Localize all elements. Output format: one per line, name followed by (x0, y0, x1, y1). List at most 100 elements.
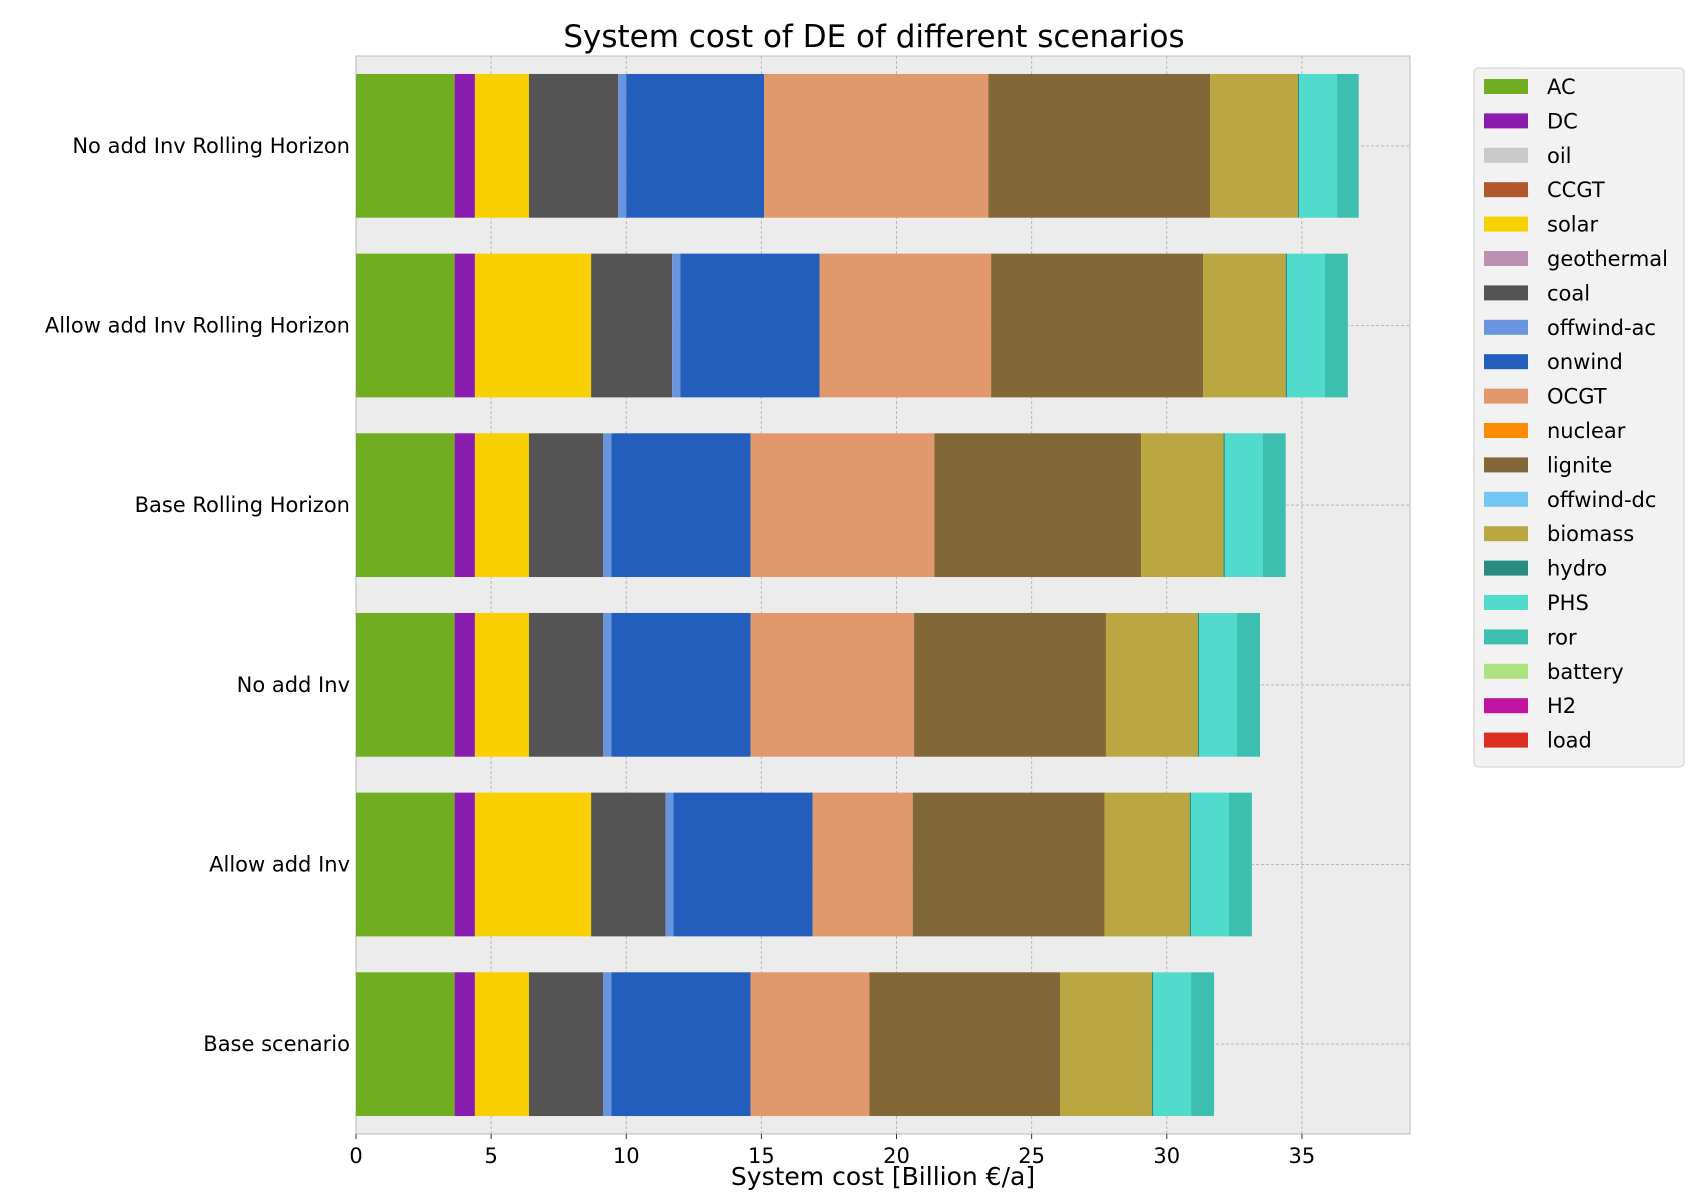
bar-segment-ocgt (812, 792, 913, 937)
bar-segment-offwind-ac (665, 792, 674, 937)
bar-segment-phs (1153, 972, 1192, 1117)
plot-area (355, 55, 1411, 1135)
bar-segment-offwind-ac (603, 972, 612, 1117)
bar-segment-onwind (626, 73, 765, 218)
legend-swatch-nuclear (1484, 423, 1528, 438)
y-tick-label: Base scenario (203, 1032, 350, 1056)
x-axis-title: System cost [Billion €/a] (731, 1162, 1035, 1191)
legend-swatch-phs (1484, 595, 1528, 610)
legend-label: oil (1547, 144, 1572, 168)
legend-swatch-ccgt (1484, 182, 1528, 198)
bar-segment-hydro (1151, 972, 1154, 1117)
legend-swatch-dc (1484, 113, 1528, 129)
bar-segment-solar (474, 73, 529, 218)
bar-segment-lignite (988, 73, 1211, 218)
bar-segment-ac (356, 792, 455, 937)
bar-segment-coal (591, 792, 666, 937)
bar-segment-biomass (1210, 73, 1298, 218)
legend-swatch-solar (1484, 216, 1528, 232)
bar-segment-dc (454, 792, 475, 937)
bar-segment-ror (1191, 972, 1215, 1117)
x-tick-label: 20 (883, 1144, 910, 1168)
bar-segment-coal (528, 73, 619, 218)
bar-segment-onwind (680, 253, 820, 398)
bar-segment-solar (474, 612, 529, 757)
bar-segment-ac (356, 73, 455, 218)
legend-label: CCGT (1547, 178, 1605, 202)
legend-label: hydro (1547, 557, 1607, 581)
y-axis-tick-labels: No add Inv Rolling Horizon Allow add Inv … (45, 134, 350, 1056)
bar-segment-phs (1199, 612, 1238, 757)
bar-segment-ror (1324, 253, 1348, 398)
bar-segment-coal (528, 972, 604, 1117)
legend-label: onwind (1547, 350, 1623, 374)
bar-segment-dc (454, 972, 475, 1117)
bar-segment-biomass (1203, 253, 1286, 398)
legend-label: AC (1547, 75, 1576, 99)
bar-segment-ac (356, 433, 455, 578)
bar-segment-hydro (1223, 433, 1225, 578)
legend-swatch-ocgt (1484, 388, 1528, 404)
bar-segment-hydro (1285, 253, 1288, 398)
legend-swatch-load (1484, 732, 1528, 748)
bar-segment-lignite (869, 972, 1061, 1117)
x-tick-label: 5 (484, 1144, 497, 1168)
bar-segment-onwind (611, 433, 751, 578)
bar-segment-phs (1191, 792, 1229, 937)
legend-label: biomass (1547, 522, 1634, 546)
bar-segment-ac (356, 253, 455, 398)
legend-swatch-offwind-ac (1484, 319, 1528, 335)
x-tick-label: 35 (1289, 1144, 1316, 1168)
bar-segment-lignite (912, 792, 1105, 937)
bar-segment-coal (528, 433, 604, 578)
legend-swatch-coal (1484, 285, 1528, 301)
legend-label: load (1547, 729, 1592, 753)
bar-segment-coal (591, 253, 673, 398)
x-tick-label: 0 (349, 1144, 362, 1168)
bar-segment-dc (454, 612, 475, 757)
bar-segment-ocgt (750, 612, 915, 757)
legend-label: offwind-dc (1547, 488, 1656, 512)
legend-label: solar (1547, 213, 1598, 237)
legend-label: OCGT (1547, 385, 1607, 409)
legend-swatch-biomass (1484, 526, 1528, 542)
bars (356, 73, 1359, 1117)
bar-segment-ror (1262, 433, 1286, 578)
bar-segment-onwind (673, 792, 813, 937)
legend-label: PHS (1547, 591, 1589, 615)
bar-segment-lignite (934, 433, 1142, 578)
bar-segment-phs (1287, 253, 1325, 398)
legend-label: DC (1547, 109, 1578, 133)
legend-swatch-battery (1484, 663, 1528, 679)
legend-swatch-h2 (1484, 698, 1528, 714)
bar-segment-solar (474, 433, 529, 578)
bar-segment-offwind-ac (603, 612, 612, 757)
bar-segment-dc (454, 433, 475, 578)
bar-segment-ocgt (764, 73, 989, 218)
legend-label: battery (1547, 660, 1624, 684)
bar-segment-offwind-ac (603, 433, 612, 578)
bar-segment-coal (528, 612, 604, 757)
bar-segment-hydro (1297, 73, 1300, 218)
legend-label: ror (1547, 625, 1577, 649)
bar-segment-solar (474, 792, 592, 937)
chart-title: System cost of DE of different scenarios (563, 19, 1184, 55)
bar-segment-biomass (1060, 972, 1152, 1117)
x-tick-label: 15 (748, 1144, 775, 1168)
bar-segment-lignite (991, 253, 1204, 398)
bar-segment-dc (454, 73, 475, 218)
bar-segment-hydro (1197, 612, 1200, 757)
bar-segment-solar (474, 253, 592, 398)
bar-segment-ocgt (819, 253, 992, 398)
bar-segment-ror (1228, 792, 1252, 937)
legend-swatch-onwind (1484, 354, 1528, 370)
y-tick-label: Allow add Inv Rolling Horizon (45, 314, 350, 338)
bar-segment-offwind-ac (618, 73, 627, 218)
legend-swatch-ac (1484, 79, 1528, 94)
legend: AC DC oil CCGT solar geothermal coal offwind-ac… (1473, 67, 1685, 768)
bar-segment-ror (1237, 612, 1261, 757)
bar-segment-biomass (1105, 612, 1198, 757)
legend-swatch-ror (1484, 629, 1528, 645)
legend-swatch-geothermal (1484, 251, 1528, 266)
bar-segment-dc (454, 253, 475, 398)
